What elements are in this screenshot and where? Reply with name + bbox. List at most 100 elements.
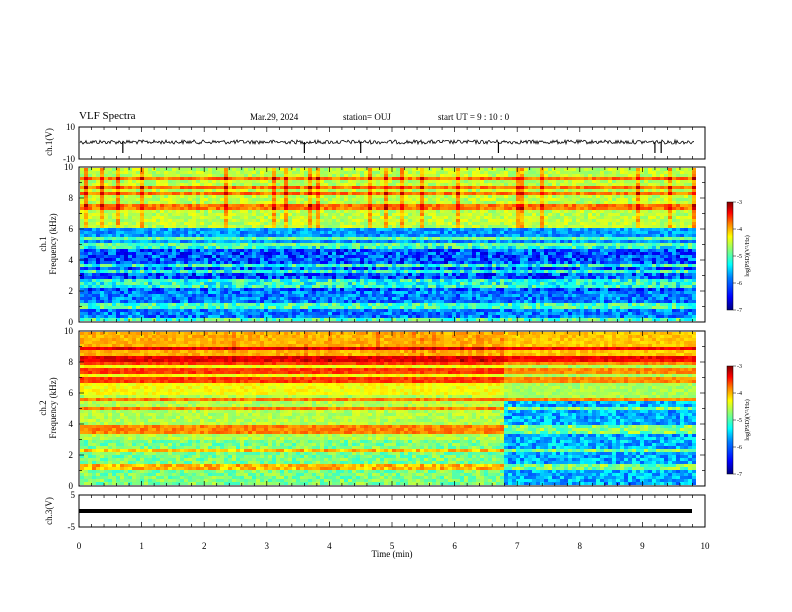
spec1-cell [404,198,408,201]
spec1-cell [240,213,244,216]
spec1-cell [312,228,316,231]
spec1-cell [144,249,148,252]
spec1-cell [372,219,376,222]
spec1-cell [144,201,148,204]
spec1-cell [420,192,424,195]
spec1-cell [344,312,348,315]
spec1-cell [172,216,176,219]
spec1-cell [364,204,368,207]
spec1-cell [252,216,256,219]
spec1-cell [328,219,332,222]
spec1-cell [104,246,108,249]
spec1-cell [124,273,128,276]
spec1-cell [424,288,428,291]
spec1-cell [324,315,328,318]
spec1-cell [84,216,88,219]
spec1-cell [212,189,216,192]
spec1-cell [412,228,416,231]
spec1-cell [388,210,392,213]
spec1-cell [100,297,104,300]
spec1-cell [468,279,472,282]
spec1-cell [388,183,392,186]
spec1-cell [336,189,340,192]
spec1-cell [136,282,140,285]
spec1-cell [316,288,320,291]
spec1-cell [396,267,400,270]
spec1-cell [400,228,404,231]
spec1-cell [252,177,256,180]
spec1-cell [376,222,380,225]
spec1-cell [280,210,284,213]
spec1-cell [112,189,116,192]
spec1-cell [132,276,136,279]
spec1-cell [348,318,352,321]
spec1-cell [328,213,332,216]
spec1-cell [452,288,456,291]
spec1-cell [240,225,244,228]
spec1-cell [304,288,308,291]
spec1-cell [172,300,176,303]
spec1-cell [244,231,248,234]
spec1-cell [212,297,216,300]
spec1-cell [244,204,248,207]
spec1-cell [404,288,408,291]
spec1-cell [204,183,208,186]
spec1-cell [92,267,96,270]
spec1-cell [428,213,432,216]
spec1-cell [464,210,468,213]
spec1-cell [232,168,236,171]
spec1-cell [424,180,428,183]
spec1-cell [328,318,332,321]
spec1-cell [440,270,444,273]
spec1-cell [192,294,196,297]
spec1-cell [104,225,108,228]
spec1-cell [372,195,376,198]
spec1-cell [296,210,300,213]
spec1-cell [388,240,392,243]
spec1-cell [404,189,408,192]
spec1-cell [260,192,264,195]
spec1-cell [200,306,204,309]
spec1-cell [268,234,272,237]
spec1-cell [324,252,328,255]
spec1-cell [164,180,168,183]
spec1-cell [468,240,472,243]
spec1-cell [204,204,208,207]
spec1-cell [140,273,144,276]
spec1-cell [368,198,372,201]
spec1-cell [364,252,368,255]
spec1-cell [404,177,408,180]
spec1-cell [196,285,200,288]
spec1-cell [156,300,160,303]
spec1-cell [252,303,256,306]
spec1-cell [300,243,304,246]
spec1-cell [404,204,408,207]
spec1-cell [212,282,216,285]
spec1-cell [356,279,360,282]
spec1-cell [292,297,296,300]
spec1-cell [328,249,332,252]
spec1-cell [208,201,212,204]
spec1-cell [440,297,444,300]
spec1-cell [448,249,452,252]
spec1-cell [412,240,416,243]
spec1-cell [212,303,216,306]
spec1-cell [80,222,84,225]
spec1-cell [92,264,96,267]
spec1-cell [440,255,444,258]
spec1-cell [260,291,264,294]
spec1-cell [332,186,336,189]
spec1-cell [128,291,132,294]
spec1-cell [204,180,208,183]
spec1-cell [248,201,252,204]
spec1-cell [308,228,312,231]
spec1-cell [180,189,184,192]
spec1-cell [336,252,340,255]
spec1-cell [332,243,336,246]
spec1-cell [432,261,436,264]
spec1-cell [448,228,452,231]
spec1-cell [420,210,424,213]
spec1-cell [408,192,412,195]
spec1-cell [136,189,140,192]
spec1-cell [468,213,472,216]
